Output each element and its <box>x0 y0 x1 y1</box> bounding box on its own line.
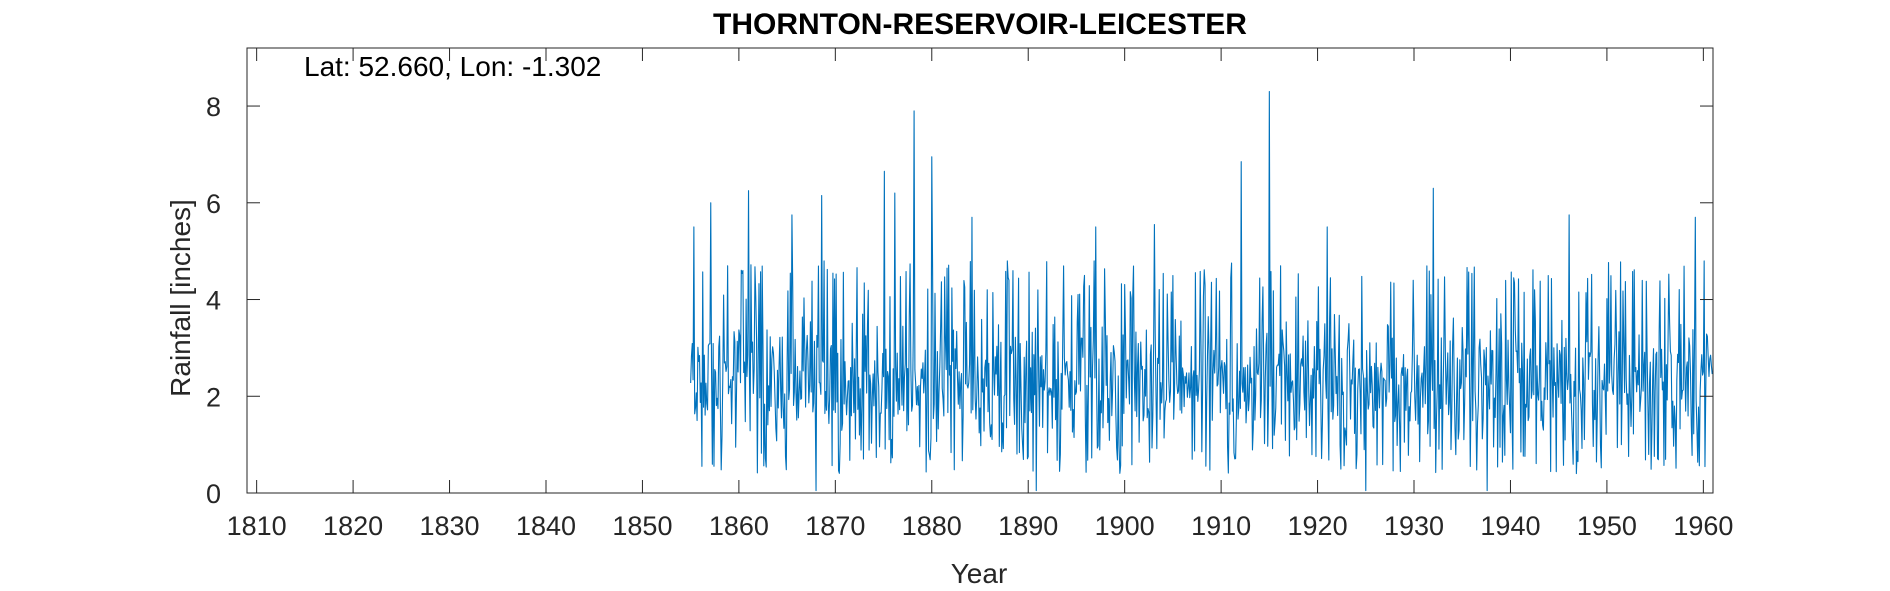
axes-box <box>246 47 1714 494</box>
x-tick-label: 1810 <box>227 511 287 541</box>
x-tick-label: 1930 <box>1384 511 1444 541</box>
y-tick-label: 0 <box>206 479 221 509</box>
x-axis-label: Year <box>951 558 1008 589</box>
coordinates-annotation: Lat: 52.660, Lon: -1.302 <box>304 51 601 82</box>
x-tick-label: 1910 <box>1191 511 1251 541</box>
x-tick-label: 1870 <box>805 511 865 541</box>
x-tick-label: 1880 <box>902 511 962 541</box>
x-tick-label: 1830 <box>420 511 480 541</box>
x-tick-label: 1820 <box>323 511 383 541</box>
x-tick-label: 1960 <box>1673 511 1733 541</box>
y-tick-label: 6 <box>206 189 221 219</box>
y-tick-label: 2 <box>206 382 221 412</box>
y-tick-label: 4 <box>206 286 221 316</box>
y-axis-label: Rainfall [inches] <box>165 199 196 397</box>
x-tick-label: 1950 <box>1577 511 1637 541</box>
x-tick-label: 1920 <box>1288 511 1348 541</box>
x-tick-label: 1840 <box>516 511 576 541</box>
y-tick-label: 8 <box>206 92 221 122</box>
chart-title: THORNTON-RESERVOIR-LEICESTER <box>713 8 1247 41</box>
axes-layer: 1810 1820 1830 1840 1850 1860 1870 1880 1890 1900… <box>206 47 1733 541</box>
x-tick-label: 1860 <box>709 511 769 541</box>
data-layer <box>690 90 1713 492</box>
x-tick-label: 1890 <box>998 511 1058 541</box>
x-tick-label: 1900 <box>1095 511 1155 541</box>
x-tick-label: 1850 <box>612 511 672 541</box>
rainfall-series-line <box>690 90 1713 492</box>
x-tick-label: 1940 <box>1480 511 1540 541</box>
